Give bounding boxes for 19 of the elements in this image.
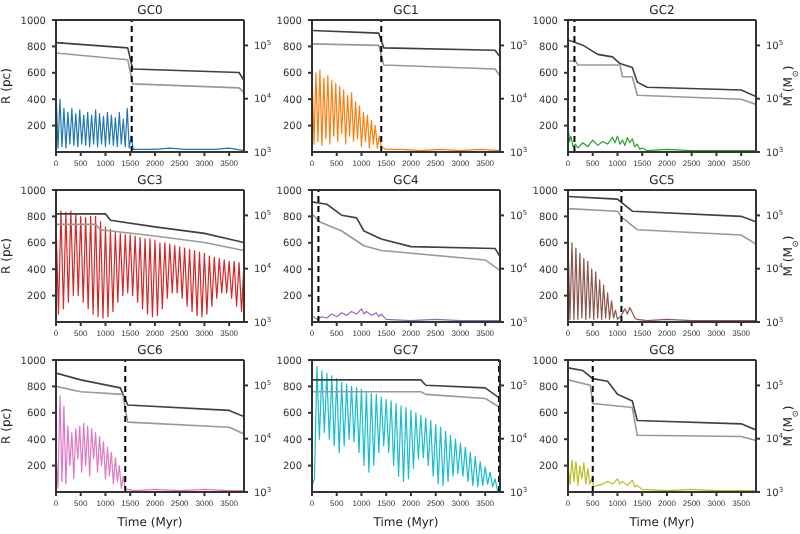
line-series: [312, 43, 500, 77]
line-series: [568, 379, 756, 442]
line-series: [312, 201, 500, 258]
line-series: [56, 213, 244, 244]
line-series: [568, 60, 756, 106]
line-series: [312, 29, 500, 58]
line-series: [568, 367, 756, 431]
line-series: [312, 366, 500, 492]
line-series: [56, 385, 244, 435]
line-series: [56, 41, 244, 82]
line-series: [312, 390, 500, 409]
line-series: [568, 207, 756, 245]
line-series: [312, 379, 500, 400]
line-series: [568, 39, 756, 98]
line-series: [56, 223, 244, 252]
line-series: [312, 213, 500, 272]
line-series: [56, 52, 244, 94]
line-series: [56, 372, 244, 418]
line-series: [568, 195, 756, 223]
